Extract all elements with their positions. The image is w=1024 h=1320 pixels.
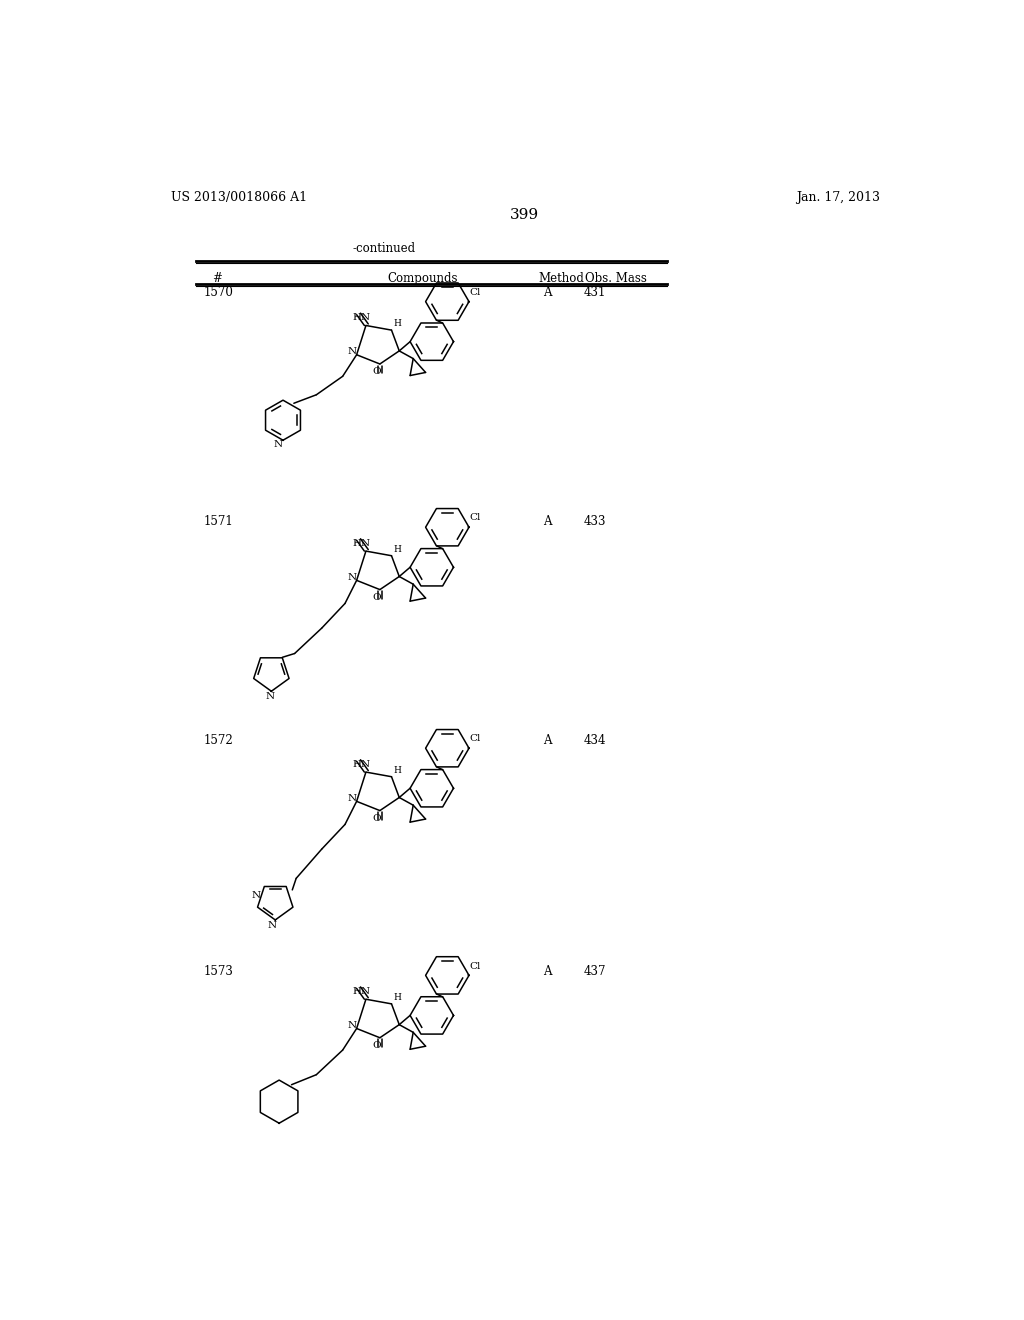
Text: N: N: [347, 347, 356, 356]
Text: HN: HN: [352, 760, 370, 768]
Text: N: N: [347, 573, 356, 582]
Text: 399: 399: [510, 209, 540, 223]
Text: O: O: [373, 1040, 381, 1049]
Text: O: O: [373, 367, 381, 376]
Text: O: O: [373, 593, 381, 602]
Text: N: N: [347, 793, 356, 803]
Text: A: A: [543, 734, 551, 747]
Text: A: A: [543, 286, 551, 300]
Text: Method: Method: [539, 272, 585, 285]
Text: 1571: 1571: [203, 515, 232, 528]
Text: N: N: [273, 441, 283, 449]
Text: 434: 434: [584, 734, 606, 747]
Text: #: #: [212, 272, 221, 285]
Text: Cl: Cl: [469, 734, 480, 743]
Text: 1572: 1572: [203, 734, 232, 747]
Text: Cl: Cl: [469, 288, 480, 297]
Text: Cl: Cl: [469, 513, 480, 523]
Text: Cl: Cl: [469, 962, 480, 970]
Text: 433: 433: [584, 515, 606, 528]
Text: N: N: [347, 1020, 356, 1030]
Text: HN: HN: [352, 987, 370, 995]
Text: US 2013/0018066 A1: US 2013/0018066 A1: [171, 190, 307, 203]
Text: N: N: [265, 692, 274, 701]
Text: A: A: [543, 515, 551, 528]
Text: H: H: [393, 545, 401, 554]
Text: HN: HN: [352, 539, 370, 548]
Text: N: N: [267, 921, 276, 931]
Text: N: N: [252, 891, 261, 900]
Text: H: H: [393, 319, 401, 329]
Text: H: H: [393, 766, 401, 775]
Text: H: H: [393, 993, 401, 1002]
Text: Jan. 17, 2013: Jan. 17, 2013: [796, 190, 880, 203]
Text: 1570: 1570: [203, 286, 233, 300]
Text: O: O: [373, 813, 381, 822]
Text: 437: 437: [584, 965, 606, 978]
Text: A: A: [543, 965, 551, 978]
Text: Obs. Mass: Obs. Mass: [586, 272, 647, 285]
Text: 1573: 1573: [203, 965, 233, 978]
Text: Compounds: Compounds: [387, 272, 458, 285]
Text: HN: HN: [352, 313, 370, 322]
Text: -continued: -continued: [352, 242, 416, 255]
Text: 431: 431: [584, 286, 606, 300]
